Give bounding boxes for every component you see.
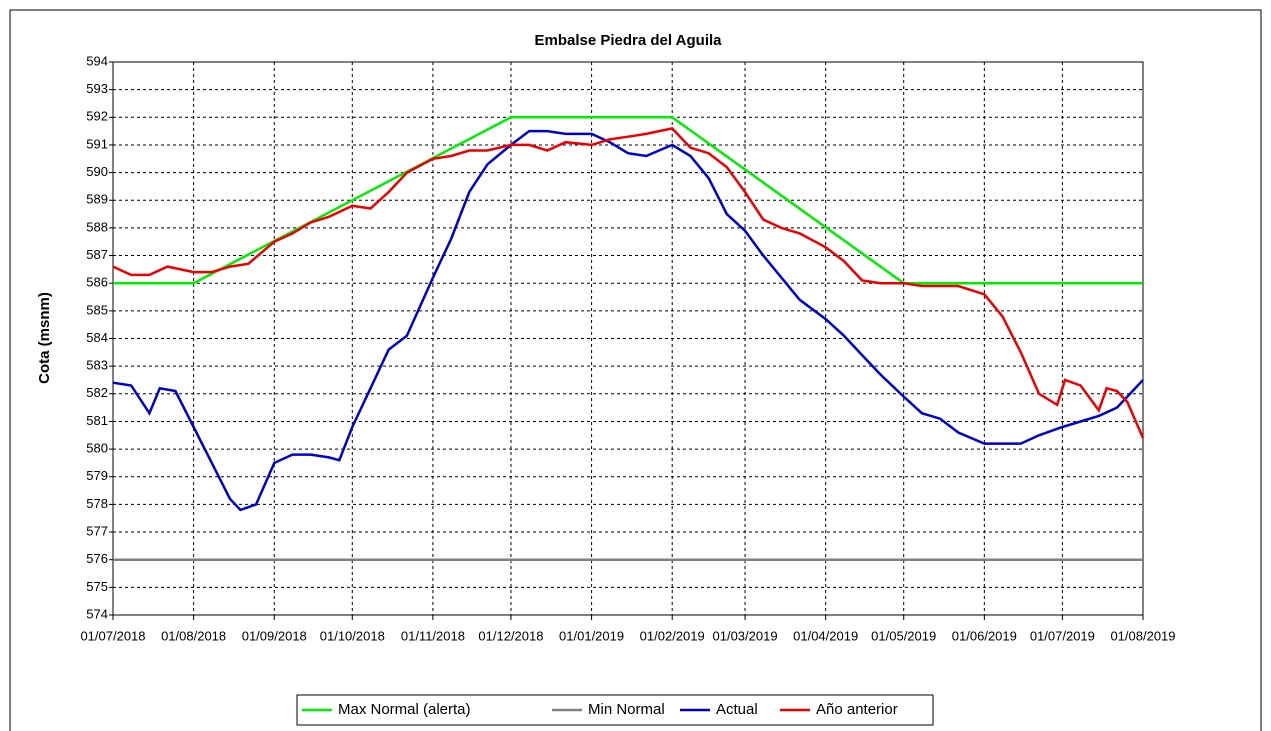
y-tick-label: 591 — [86, 136, 108, 151]
series-line — [112, 127, 1145, 439]
x-tick-label: 01/03/2019 — [713, 628, 778, 643]
x-tick-label: 01/08/2019 — [1110, 628, 1175, 643]
y-tick-label: 589 — [86, 192, 108, 207]
y-tick-label: 582 — [86, 385, 108, 400]
y-tick-label: 574 — [86, 606, 108, 621]
x-tick-label: 01/10/2018 — [320, 628, 385, 643]
legend-label: Actual — [716, 701, 758, 718]
y-tick-label: 578 — [86, 496, 108, 511]
legend-label: Max Normal (alerta) — [338, 701, 471, 718]
y-tick-label: 587 — [86, 247, 108, 262]
y-axis-label: Cota (msnm) — [36, 292, 53, 384]
x-tick-label: 01/06/2019 — [952, 628, 1017, 643]
y-tick-label: 575 — [86, 579, 108, 594]
x-tick-label: 01/12/2018 — [478, 628, 543, 643]
plot-border — [112, 61, 1144, 616]
y-tick-label: 583 — [86, 358, 108, 373]
series-line — [112, 129, 1144, 512]
y-tick-label: 584 — [86, 330, 108, 345]
x-tick-label: 01/02/2019 — [640, 628, 705, 643]
y-tick-label: 586 — [86, 275, 108, 290]
chart-title: Embalse Piedra del Aguila — [534, 32, 722, 49]
x-tick-label: 01/11/2018 — [401, 628, 465, 643]
x-tick-label: 01/08/2018 — [161, 628, 226, 643]
legend — [296, 694, 934, 726]
y-tick-label: 585 — [86, 302, 108, 317]
y-tick-label: 581 — [86, 413, 108, 428]
y-tick-label: 592 — [86, 109, 108, 124]
legend-label: Año anterior — [816, 701, 898, 718]
plot-area — [113, 62, 1143, 615]
x-tick-label: 01/05/2019 — [871, 628, 936, 643]
x-tick-label: 01/01/2019 — [559, 628, 624, 643]
y-tick-label: 577 — [86, 523, 108, 538]
y-tick-label: 593 — [86, 81, 108, 96]
y-tick-label: 579 — [86, 468, 108, 483]
y-tick-label: 588 — [86, 219, 108, 234]
y-tick-label: 590 — [86, 164, 108, 179]
y-tick-label: 576 — [86, 551, 108, 566]
x-tick-label: 01/04/2019 — [793, 628, 858, 643]
y-tick-label: 580 — [86, 441, 108, 456]
x-tick-label: 01/07/2019 — [1030, 628, 1095, 643]
legend-label: Min Normal — [588, 701, 665, 718]
x-tick-label: 01/07/2018 — [80, 628, 145, 643]
y-tick-label: 594 — [86, 53, 108, 68]
x-tick-label: 01/09/2018 — [242, 628, 307, 643]
series-line — [113, 116, 1143, 285]
